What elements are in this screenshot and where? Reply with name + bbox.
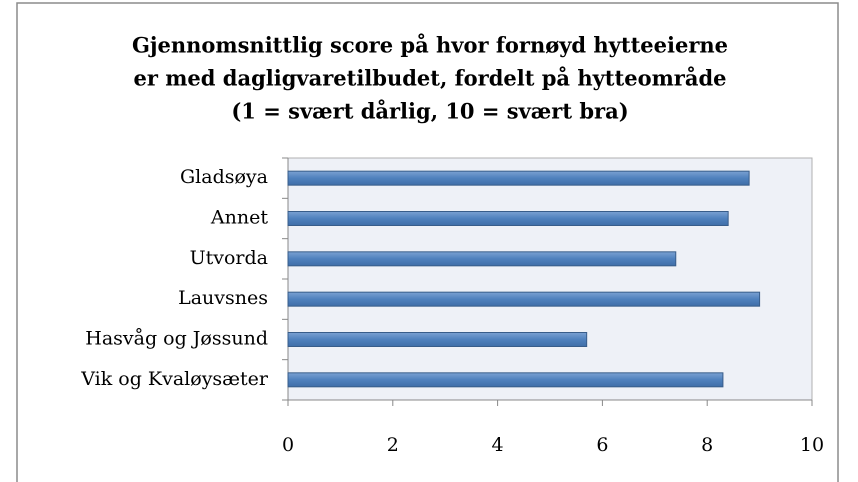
y-tick-label: Hasvåg og Jøssund [85,328,268,350]
y-tick-label: Utvorda [190,247,268,269]
x-tick-label: 6 [596,434,608,456]
x-tick-label: 2 [387,434,399,456]
chart-title: Gjennomsnittlig score på hvor fornøyd hy… [132,33,728,58]
y-tick-label: Lauvsnes [178,287,268,309]
bar [287,170,750,186]
x-tick-label: 4 [492,434,504,456]
x-tick-label: 8 [701,434,713,456]
y-tick-label: Annet [210,207,268,229]
x-tick-label: 10 [800,434,824,456]
y-tick-label: Vik og Kvaløysæter [80,368,269,390]
bar [287,291,761,307]
chart-title: (1 = svært dårlig, 10 = svært bra) [231,99,628,124]
bar [287,211,729,226]
bar [287,251,677,267]
y-tick-label: Gladsøya [180,166,268,188]
bar [287,372,724,388]
chart-title: er med dagligvaretilbudet, fordelt på hy… [133,66,726,91]
bar [287,332,588,347]
x-tick-label: 0 [282,434,294,456]
plot-area [287,157,813,401]
